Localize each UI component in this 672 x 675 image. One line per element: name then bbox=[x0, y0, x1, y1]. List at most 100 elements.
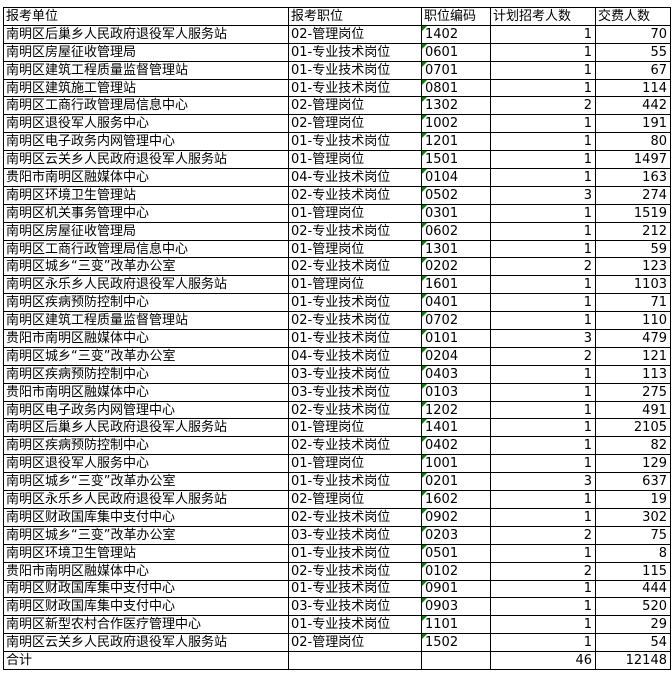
code-cell[interactable]: 1602 bbox=[421, 490, 491, 509]
paid-cell[interactable]: 114 bbox=[595, 78, 671, 98]
position-cell[interactable]: 01-管理岗位 bbox=[288, 150, 422, 170]
total-paid-cell[interactable]: 12148 bbox=[595, 651, 671, 670]
paid-cell[interactable]: 212 bbox=[595, 221, 671, 241]
planned-cell[interactable]: 1 bbox=[490, 436, 596, 456]
planned-cell[interactable]: 2 bbox=[490, 257, 596, 277]
planned-cell[interactable]: 1 bbox=[490, 221, 596, 241]
unit-cell[interactable]: 南明区退役军人服务中心 bbox=[3, 114, 289, 134]
planned-cell[interactable]: 1 bbox=[490, 579, 596, 599]
paid-cell[interactable]: 2105 bbox=[595, 418, 671, 438]
unit-cell[interactable]: 南明区房屋征收管理局 bbox=[3, 42, 289, 62]
code-cell[interactable]: 1302 bbox=[421, 96, 491, 116]
paid-cell[interactable]: 191 bbox=[595, 114, 671, 134]
planned-cell[interactable]: 1 bbox=[490, 633, 596, 653]
total-position-cell[interactable] bbox=[288, 651, 422, 670]
planned-cell[interactable]: 1 bbox=[490, 168, 596, 187]
planned-cell[interactable]: 1 bbox=[490, 364, 596, 384]
position-cell[interactable]: 02-管理岗位 bbox=[288, 24, 422, 44]
unit-cell[interactable]: 南明区建筑工程质量监督管理站 bbox=[3, 311, 289, 331]
total-code-cell[interactable] bbox=[421, 651, 491, 670]
code-cell[interactable]: 0102 bbox=[421, 561, 491, 581]
planned-cell[interactable]: 1 bbox=[490, 132, 596, 152]
col-header-paid[interactable]: 交费人数 bbox=[595, 7, 671, 26]
code-cell[interactable]: 0104 bbox=[421, 168, 491, 187]
position-cell[interactable]: 01-专业技术岗位 bbox=[288, 78, 422, 98]
position-cell[interactable]: 01-管理岗位 bbox=[288, 454, 422, 474]
planned-cell[interactable]: 2 bbox=[490, 525, 596, 545]
code-cell[interactable]: 0402 bbox=[421, 436, 491, 456]
code-cell[interactable]: 1402 bbox=[421, 24, 491, 44]
unit-cell[interactable]: 南明区财政国库集中支付中心 bbox=[3, 597, 289, 617]
position-cell[interactable]: 01-专业技术岗位 bbox=[288, 132, 422, 152]
position-cell[interactable]: 02-专业技术岗位 bbox=[288, 257, 422, 277]
code-cell[interactable]: 1502 bbox=[421, 633, 491, 653]
code-cell[interactable]: 0204 bbox=[421, 346, 491, 366]
paid-cell[interactable]: 71 bbox=[595, 293, 671, 313]
paid-cell[interactable]: 19 bbox=[595, 490, 671, 509]
code-cell[interactable]: 1001 bbox=[421, 454, 491, 474]
position-cell[interactable]: 01-管理岗位 bbox=[288, 203, 422, 223]
total-label-cell[interactable]: 合计 bbox=[3, 651, 289, 670]
code-cell[interactable]: 1202 bbox=[421, 400, 491, 420]
position-cell[interactable]: 01-专业技术岗位 bbox=[288, 42, 422, 62]
unit-cell[interactable]: 南明区疾病预防控制中心 bbox=[3, 364, 289, 384]
position-cell[interactable]: 01-专业技术岗位 bbox=[288, 293, 422, 313]
code-cell[interactable]: 0801 bbox=[421, 78, 491, 98]
paid-cell[interactable]: 442 bbox=[595, 96, 671, 116]
position-cell[interactable]: 04-专业技术岗位 bbox=[288, 168, 422, 187]
unit-cell[interactable]: 南明区电子政务内网管理中心 bbox=[3, 132, 289, 152]
code-cell[interactable]: 0702 bbox=[421, 311, 491, 331]
unit-cell[interactable]: 南明区建筑工程质量监督管理站 bbox=[3, 60, 289, 80]
code-cell[interactable]: 0103 bbox=[421, 382, 491, 402]
unit-cell[interactable]: 南明区财政国库集中支付中心 bbox=[3, 507, 289, 527]
position-cell[interactable]: 01-专业技术岗位 bbox=[288, 543, 422, 563]
paid-cell[interactable]: 163 bbox=[595, 168, 671, 187]
position-cell[interactable]: 01-管理岗位 bbox=[288, 418, 422, 438]
planned-cell[interactable]: 1 bbox=[490, 239, 596, 259]
position-cell[interactable]: 02-专业技术岗位 bbox=[288, 400, 422, 420]
position-cell[interactable]: 01-专业技术岗位 bbox=[288, 472, 422, 492]
position-cell[interactable]: 03-专业技术岗位 bbox=[288, 382, 422, 402]
col-header-position[interactable]: 报考职位 bbox=[288, 7, 422, 26]
code-cell[interactable]: 1301 bbox=[421, 239, 491, 259]
paid-cell[interactable]: 520 bbox=[595, 597, 671, 617]
paid-cell[interactable]: 29 bbox=[595, 615, 671, 635]
planned-cell[interactable]: 1 bbox=[490, 311, 596, 331]
paid-cell[interactable]: 1519 bbox=[595, 203, 671, 223]
planned-cell[interactable]: 1 bbox=[490, 507, 596, 527]
unit-cell[interactable]: 南明区城乡“三变”改革办公室 bbox=[3, 525, 289, 545]
planned-cell[interactable]: 1 bbox=[490, 615, 596, 635]
planned-cell[interactable]: 2 bbox=[490, 96, 596, 116]
paid-cell[interactable]: 54 bbox=[595, 633, 671, 653]
planned-cell[interactable]: 1 bbox=[490, 543, 596, 563]
code-cell[interactable]: 0401 bbox=[421, 293, 491, 313]
unit-cell[interactable]: 贵阳市南明区融媒体中心 bbox=[3, 382, 289, 402]
unit-cell[interactable]: 南明区工商行政管理局信息中心 bbox=[3, 96, 289, 116]
position-cell[interactable]: 02-专业技术岗位 bbox=[288, 185, 422, 205]
code-cell[interactable]: 0903 bbox=[421, 597, 491, 617]
paid-cell[interactable]: 302 bbox=[595, 507, 671, 527]
code-cell[interactable]: 0502 bbox=[421, 185, 491, 205]
unit-cell[interactable]: 南明区云关乡人民政府退役军人服务站 bbox=[3, 150, 289, 170]
position-cell[interactable]: 04-专业技术岗位 bbox=[288, 346, 422, 366]
unit-cell[interactable]: 南明区城乡“三变”改革办公室 bbox=[3, 346, 289, 366]
unit-cell[interactable]: 贵阳市南明区融媒体中心 bbox=[3, 168, 289, 187]
code-cell[interactable]: 1101 bbox=[421, 615, 491, 635]
unit-cell[interactable]: 南明区疾病预防控制中心 bbox=[3, 293, 289, 313]
paid-cell[interactable]: 121 bbox=[595, 346, 671, 366]
unit-cell[interactable]: 南明区房屋征收管理局 bbox=[3, 221, 289, 241]
unit-cell[interactable]: 南明区新型农村合作医疗管理中心 bbox=[3, 615, 289, 635]
paid-cell[interactable]: 67 bbox=[595, 60, 671, 80]
code-cell[interactable]: 0201 bbox=[421, 472, 491, 492]
code-cell[interactable]: 0101 bbox=[421, 329, 491, 348]
code-cell[interactable]: 0501 bbox=[421, 543, 491, 563]
planned-cell[interactable]: 1 bbox=[490, 114, 596, 134]
code-cell[interactable]: 0701 bbox=[421, 60, 491, 80]
unit-cell[interactable]: 南明区机关事务管理中心 bbox=[3, 203, 289, 223]
paid-cell[interactable]: 129 bbox=[595, 454, 671, 474]
paid-cell[interactable]: 8 bbox=[595, 543, 671, 563]
planned-cell[interactable]: 3 bbox=[490, 329, 596, 348]
planned-cell[interactable]: 1 bbox=[490, 150, 596, 170]
unit-cell[interactable]: 南明区电子政务内网管理中心 bbox=[3, 400, 289, 420]
unit-cell[interactable]: 南明区环境卫生管理站 bbox=[3, 185, 289, 205]
